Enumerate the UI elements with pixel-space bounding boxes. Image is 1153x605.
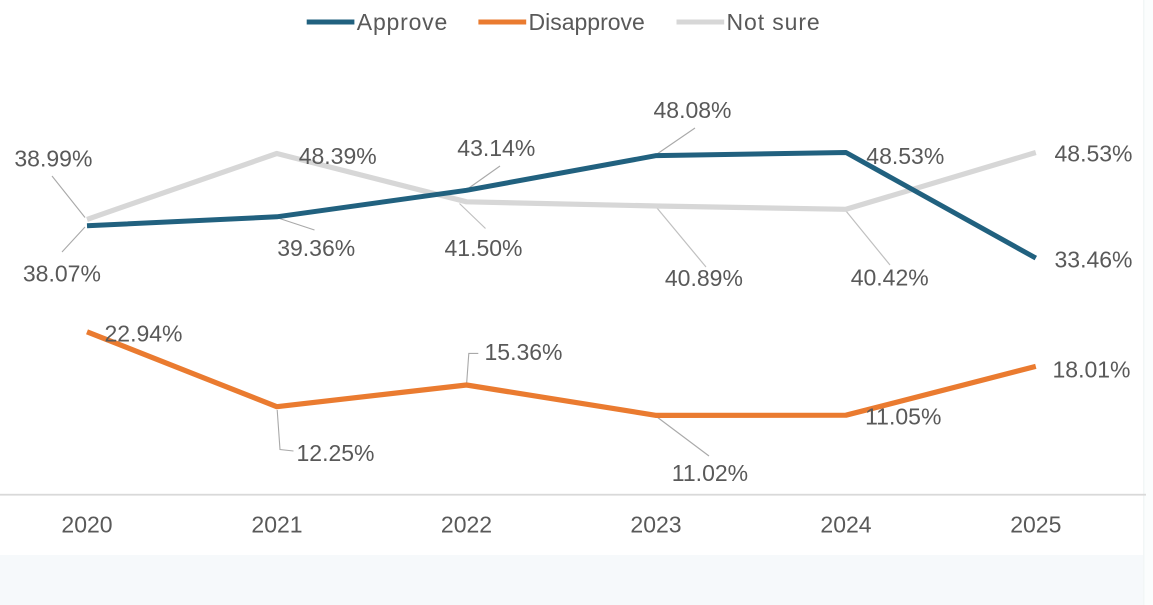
svg-text:38.07%: 38.07% — [23, 261, 101, 287]
svg-text:Disapprove: Disapprove — [529, 9, 645, 35]
svg-text:18.01%: 18.01% — [1053, 356, 1131, 382]
svg-text:11.02%: 11.02% — [672, 460, 748, 486]
svg-text:41.50%: 41.50% — [445, 235, 523, 261]
svg-text:39.36%: 39.36% — [277, 235, 355, 261]
svg-text:33.46%: 33.46% — [1055, 246, 1133, 272]
svg-text:12.25%: 12.25% — [297, 440, 375, 466]
svg-text:40.89%: 40.89% — [665, 265, 743, 291]
svg-text:2024: 2024 — [820, 512, 871, 538]
svg-text:22.94%: 22.94% — [105, 321, 183, 347]
svg-text:2020: 2020 — [61, 512, 112, 538]
svg-text:48.53%: 48.53% — [1055, 140, 1133, 166]
svg-text:48.53%: 48.53% — [866, 143, 944, 169]
svg-text:Approve: Approve — [357, 9, 448, 35]
svg-text:48.39%: 48.39% — [299, 143, 377, 169]
svg-text:38.99%: 38.99% — [14, 145, 92, 171]
svg-text:2023: 2023 — [630, 512, 681, 538]
svg-text:11.05%: 11.05% — [865, 403, 941, 429]
svg-text:Not sure: Not sure — [727, 9, 821, 35]
svg-text:2025: 2025 — [1010, 512, 1061, 538]
svg-text:43.14%: 43.14% — [457, 135, 535, 161]
svg-text:2021: 2021 — [251, 512, 302, 538]
svg-text:48.08%: 48.08% — [654, 97, 732, 123]
svg-text:15.36%: 15.36% — [485, 339, 563, 365]
svg-text:2022: 2022 — [441, 512, 492, 538]
svg-text:40.42%: 40.42% — [851, 265, 929, 291]
